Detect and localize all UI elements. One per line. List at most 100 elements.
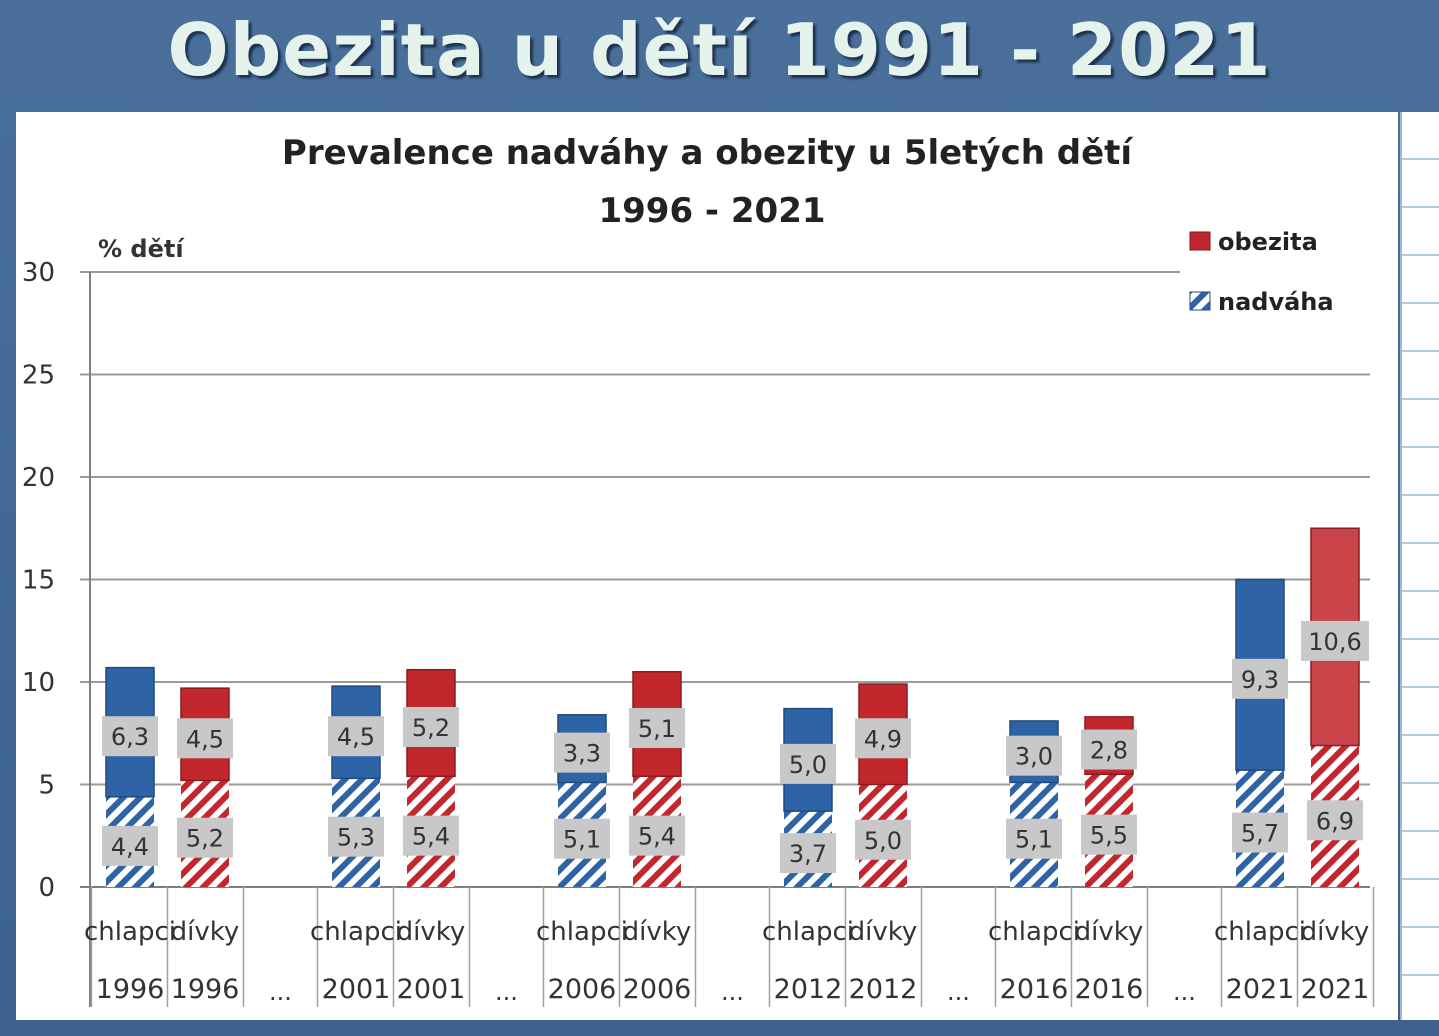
legend-swatch-obezita [1189,231,1211,251]
value-label-bg [403,815,459,856]
value-label-bg [1006,818,1062,859]
x-label-separator: ... [269,978,292,1006]
y-axis-label: % dětí [98,235,185,263]
value-label-bg [554,732,610,773]
value-label-bg [855,718,911,759]
value-label: 4,5 [186,725,224,753]
value-label: 5,3 [337,824,375,852]
value-label-bg [1232,658,1288,699]
value-label-bg [629,708,685,749]
y-tick-label: 20 [22,463,55,493]
x-label-year: 2012 [774,974,843,1005]
y-tick-label: 15 [22,566,55,596]
value-label-bg [328,716,384,757]
value-label: 5,5 [1090,822,1128,850]
gridlines [80,271,1375,1007]
legend-label-obezita: obezita [1218,228,1318,256]
value-label: 6,9 [1316,807,1354,835]
value-label-bg [780,833,836,874]
value-label: 5,4 [412,823,450,851]
spreadsheet-grid-strip [1400,112,1439,1020]
value-label-bg [554,818,610,859]
x-label-year: 2012 [849,974,918,1005]
x-label-year: 2001 [322,974,391,1005]
x-label-group: chlapci [762,917,854,947]
x-label-group: dívky [1301,917,1370,947]
value-label-bg [328,816,384,857]
x-label-separator: ... [947,978,970,1006]
x-label-year: 1996 [171,974,240,1005]
chart-title: Prevalence nadváhy a obezity u 5letých d… [282,133,1135,173]
legend: obezita nadváha [1180,218,1370,324]
value-label: 9,3 [1241,666,1279,694]
value-label: 5,1 [1015,826,1053,854]
y-tick-label: 5 [38,771,55,801]
value-label-bg [1006,735,1062,776]
value-label-bg [177,718,233,759]
x-label-group: dívky [397,917,466,947]
x-label-year: 2021 [1226,974,1295,1005]
value-label: 5,1 [563,826,601,854]
x-label-year: 1996 [96,974,165,1005]
value-label-bg [102,825,158,866]
value-label-bg [855,819,911,860]
value-label: 5,0 [864,827,902,855]
x-label-group: chlapci [988,917,1080,947]
value-label: 6,3 [111,723,149,751]
x-axis-labels: chlapci1996dívky1996chlapci2001dívky2001… [84,917,1369,1006]
value-label-bg [403,707,459,747]
x-label-group: dívky [623,917,692,947]
x-label-group: chlapci [310,917,402,947]
bars [105,527,1360,887]
legend-swatch-nadvaha [1189,291,1211,311]
y-axis-ticks: 0 5 10 15 20 25 30 [22,258,55,903]
x-label-separator: ... [1173,978,1196,1006]
chart-panel [16,112,1398,1020]
x-label-group: chlapci [536,917,628,947]
x-label-year: 2006 [623,974,692,1005]
value-label-bg [629,815,685,856]
value-label: 4,9 [864,725,902,753]
x-label-year: 2016 [1000,974,1069,1005]
y-tick-label: 30 [22,258,55,288]
x-label-group: dívky [1075,917,1144,947]
value-label: 5,0 [789,751,827,779]
value-label: 3,3 [563,740,601,768]
value-label-bg [1081,814,1137,855]
value-label: 4,4 [111,833,149,861]
value-label: 3,0 [1015,743,1053,771]
y-tick-label: 10 [22,668,55,698]
y-tick-label: 0 [38,873,55,903]
chart-subtitle: 1996 - 2021 [598,191,825,231]
y-tick-label: 25 [22,361,55,391]
x-label-group: chlapci [1214,917,1306,947]
value-label: 5,1 [638,715,676,743]
value-label-bg [1081,729,1137,770]
x-label-year: 2006 [548,974,617,1005]
x-label-year: 2016 [1075,974,1144,1005]
value-label: 2,8 [1090,737,1128,765]
legend-label-nadvaha: nadváha [1218,288,1334,316]
x-label-year: 2001 [397,974,466,1005]
value-label-bg [177,817,233,858]
value-label-bg [1301,620,1369,661]
value-label: 5,7 [1241,820,1279,848]
x-label-group: dívky [171,917,240,947]
x-label-year: 2021 [1301,974,1370,1005]
value-label: 4,5 [337,723,375,751]
x-label-group: chlapci [84,917,176,947]
value-label: 3,7 [789,840,827,868]
value-label: 5,2 [186,825,224,853]
value-label-bg [102,716,158,757]
value-labels: 4,4 6,3 5,2 4,5 5,3 4,5 5,4 5,2 5,1 3,3 5,4 5,1 3,7 5… [102,620,1369,874]
value-label-bg [1307,800,1363,841]
value-label: 5,2 [412,714,450,742]
x-label-separator: ... [495,978,518,1006]
x-label-group: dívky [849,917,918,947]
value-label: 5,4 [638,823,676,851]
slide-title: Obezita u dětí 1991 - 2021 [167,8,1272,92]
value-label-bg [780,743,836,784]
x-label-separator: ... [721,978,744,1006]
